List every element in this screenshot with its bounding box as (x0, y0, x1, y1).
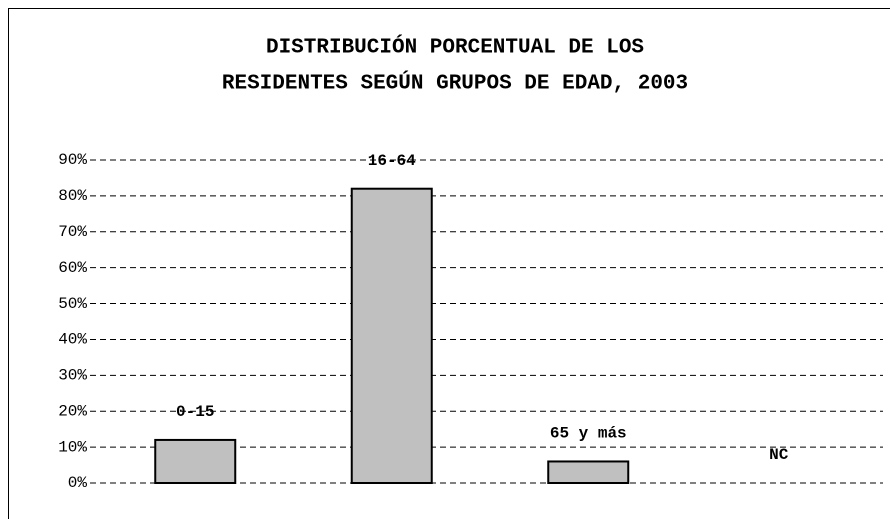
category-label: 65 y más (550, 425, 627, 443)
bar (154, 438, 237, 484)
bar (547, 460, 630, 485)
category-label: 0-15 (176, 403, 214, 421)
y-tick-label: 50% (58, 295, 87, 313)
category-label: 16-64 (368, 152, 416, 170)
y-tick-label: 60% (58, 259, 87, 277)
y-tick-label: 40% (58, 331, 87, 349)
chart-title: RESIDENTES SEGÚN GRUPOS DE EDAD, 2003 (222, 72, 688, 96)
bar (350, 187, 433, 484)
y-tick-label: 0% (68, 474, 88, 492)
chart-frame (8, 8, 890, 519)
y-tick-label: 70% (58, 223, 87, 241)
y-tick-label: 10% (58, 438, 87, 456)
y-tick-label: 90% (58, 151, 87, 169)
chart-title: DISTRIBUCIÓN PORCENTUAL DE LOS (266, 36, 644, 60)
category-label: NC (769, 446, 789, 464)
y-tick-label: 80% (58, 187, 87, 205)
y-tick-label: 30% (58, 367, 87, 385)
y-tick-label: 20% (58, 402, 87, 420)
